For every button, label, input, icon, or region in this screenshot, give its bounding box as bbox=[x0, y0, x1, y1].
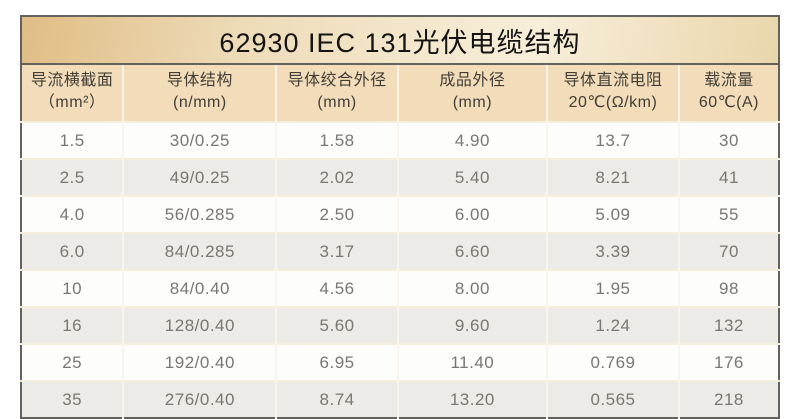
header-label-line2: (mm) bbox=[452, 94, 493, 111]
table-cell-r1-c3: 1.58 bbox=[275, 121, 398, 159]
header-label-line1: 导体绞合外径 bbox=[287, 72, 387, 90]
table-cell-r7-c5: 0.769 bbox=[546, 343, 679, 381]
table-cell-r1-c6: 30 bbox=[677, 121, 779, 159]
header-label-line1: 成品外径 bbox=[439, 72, 506, 90]
table-cell-r2-c2: 49/0.25 bbox=[122, 158, 277, 196]
header-label-line2: 60℃(A) bbox=[698, 94, 759, 111]
table-cell-r2-c1: 2.5 bbox=[21, 158, 124, 196]
table-cell-r7-c4: 11.40 bbox=[396, 343, 548, 381]
table-cell-r8-c6: 218 bbox=[677, 380, 779, 418]
table-cell-r7-c2: 192/0.40 bbox=[122, 343, 277, 381]
table-cell-r4-c1: 6.0 bbox=[21, 232, 124, 270]
title-row: 62930 IEC 131光伏电缆结构 bbox=[21, 16, 779, 65]
table-row: 4.0 56/0.285 2.50 6.00 5.09 55 bbox=[21, 195, 779, 233]
table-cell-r6-c6: 132 bbox=[677, 306, 779, 344]
header-label-line2: 20℃(Ω/km) bbox=[568, 94, 658, 111]
table-cell-r7-c3: 6.95 bbox=[275, 343, 398, 381]
table-row: 25 192/0.40 6.95 11.40 0.769 176 bbox=[21, 343, 779, 381]
table-cell-r8-c5: 0.565 bbox=[546, 380, 679, 418]
table-cell-r5-c5: 1.95 bbox=[546, 269, 679, 307]
table-cell-r3-c4: 6.00 bbox=[396, 195, 548, 233]
table-cell-r3-c1: 4.0 bbox=[21, 195, 124, 233]
table-row: 16 128/0.40 5.60 9.60 1.24 132 bbox=[21, 306, 779, 344]
table-cell-r3-c2: 56/0.285 bbox=[122, 195, 277, 233]
table-cell-r3-c5: 5.09 bbox=[546, 195, 679, 233]
table-row: 2.5 49/0.25 2.02 5.40 8.21 41 bbox=[21, 158, 779, 196]
table-cell-r6-c4: 9.60 bbox=[396, 306, 548, 344]
header-cell-col2: 导体结构 (n/mm) bbox=[122, 64, 277, 122]
table-cell-r1-c4: 4.90 bbox=[396, 121, 548, 159]
header-cell-col5: 导体直流电阻 20℃(Ω/km) bbox=[546, 64, 679, 122]
table-cell-r6-c1: 16 bbox=[21, 306, 124, 344]
table-cell-r1-c2: 30/0.25 bbox=[122, 121, 277, 159]
table-cell-r4-c6: 70 bbox=[677, 232, 779, 270]
header-label-line1: 载流量 bbox=[704, 72, 754, 90]
table-cell-r8-c1: 35 bbox=[21, 380, 124, 418]
header-cell-col1: 导流横截面 （mm²） bbox=[21, 64, 124, 122]
table-cell-r3-c3: 2.50 bbox=[275, 195, 398, 233]
table-cell-r7-c6: 176 bbox=[677, 343, 779, 381]
header-cell-col4: 成品外径 (mm) bbox=[396, 64, 548, 122]
table-cell-r3-c6: 55 bbox=[677, 195, 779, 233]
cable-spec-table: 62930 IEC 131光伏电缆结构 导流横截面 （mm²） 导体结构 (n/mm)… bbox=[20, 15, 780, 419]
table-cell-r4-c4: 6.60 bbox=[396, 232, 548, 270]
table-title: 62930 IEC 131光伏电缆结构 bbox=[21, 16, 779, 65]
table-cell-r2-c5: 8.21 bbox=[546, 158, 679, 196]
table-cell-r5-c6: 98 bbox=[677, 269, 779, 307]
table-cell-r5-c1: 10 bbox=[21, 269, 124, 307]
table-cell-r1-c5: 13.7 bbox=[546, 121, 679, 159]
header-label-line1: 导体直流电阻 bbox=[563, 72, 663, 90]
table-cell-r1-c1: 1.5 bbox=[21, 121, 124, 159]
table-body: 1.5 30/0.25 1.58 4.90 13.7 30 2.5 49/0.25 2.02 5.… bbox=[21, 121, 779, 418]
header-label-line1: 导流横截面 bbox=[30, 72, 114, 90]
table-cell-r8-c2: 276/0.40 bbox=[122, 380, 277, 418]
table-cell-r4-c3: 3.17 bbox=[275, 232, 398, 270]
table-header-row: 导流横截面 （mm²） 导体结构 (n/mm) 导体绞合外径 (mm) 成品外径 (mm) 导体… bbox=[21, 64, 779, 122]
table-cell-r5-c4: 8.00 bbox=[396, 269, 548, 307]
table-cell-r2-c4: 5.40 bbox=[396, 158, 548, 196]
table-cell-r5-c3: 4.56 bbox=[275, 269, 398, 307]
table-cell-r2-c3: 2.02 bbox=[275, 158, 398, 196]
table-row: 35 276/0.40 8.74 13.20 0.565 218 bbox=[21, 380, 779, 418]
table-cell-r4-c2: 84/0.285 bbox=[122, 232, 277, 270]
table-cell-r7-c1: 25 bbox=[21, 343, 124, 381]
header-label-line1: 导体结构 bbox=[166, 72, 233, 90]
table-cell-r6-c3: 5.60 bbox=[275, 306, 398, 344]
table-row: 10 84/0.40 4.56 8.00 1.95 98 bbox=[21, 269, 779, 307]
table-cell-r4-c5: 3.39 bbox=[546, 232, 679, 270]
table-cell-r2-c6: 41 bbox=[677, 158, 779, 196]
table-cell-r5-c2: 84/0.40 bbox=[122, 269, 277, 307]
header-label-line2: (mm) bbox=[317, 94, 357, 111]
header-label-line2: （mm²） bbox=[38, 94, 106, 111]
table-cell-r6-c2: 128/0.40 bbox=[122, 306, 277, 344]
table-cell-r8-c3: 8.74 bbox=[275, 380, 398, 418]
table-cell-r8-c4: 13.20 bbox=[396, 380, 548, 418]
table-row: 6.0 84/0.285 3.17 6.60 3.39 70 bbox=[21, 232, 779, 270]
header-cell-col6: 载流量 60℃(A) bbox=[677, 64, 779, 122]
table-row: 1.5 30/0.25 1.58 4.90 13.7 30 bbox=[21, 121, 779, 159]
table-cell-r6-c5: 1.24 bbox=[546, 306, 679, 344]
header-cell-col3: 导体绞合外径 (mm) bbox=[275, 64, 398, 122]
header-label-line2: (n/mm) bbox=[173, 94, 227, 111]
